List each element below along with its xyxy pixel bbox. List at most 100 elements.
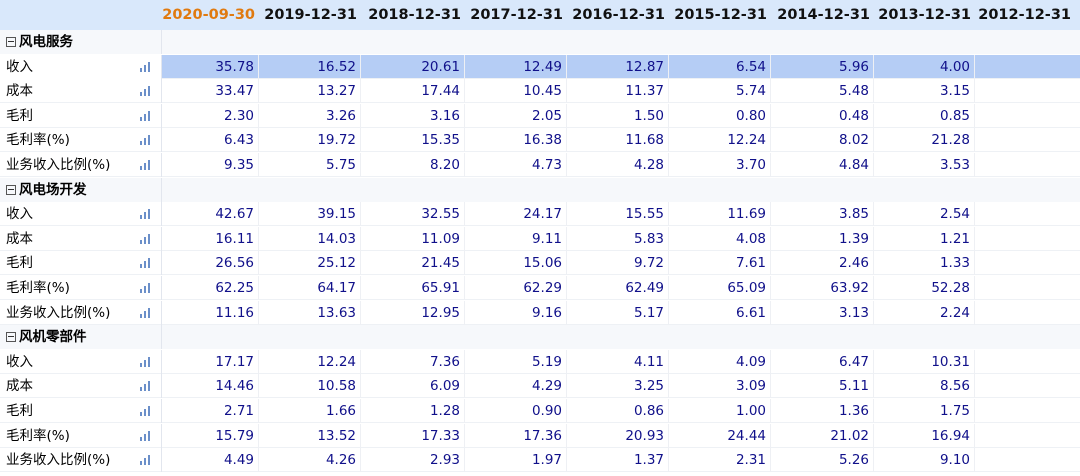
value-cell: 5.48 — [771, 79, 874, 104]
row-label: 毛利率(%) — [0, 128, 162, 153]
value-cell: 3.70 — [669, 153, 771, 177]
value-cell: 0.86 — [567, 399, 669, 423]
bar-chart-icon[interactable] — [140, 61, 151, 72]
value-cell: 4.84 — [771, 153, 874, 177]
table-row[interactable]: 成本 33.47 13.27 17.44 10.45 11.37 5.74 5.48 3.15 — [0, 79, 1080, 104]
table-row[interactable]: 毛利 2.71 1.66 1.28 0.90 0.86 1.00 1.36 1.75 — [0, 399, 1080, 423]
value-cell: 15.06 — [465, 251, 567, 276]
column-header-2015-12-31[interactable]: 2015-12-31 — [674, 7, 767, 23]
table-row[interactable]: 成本 16.11 14.03 11.09 9.11 5.83 4.08 1.39 1.21 — [0, 226, 1080, 251]
bar-chart-icon[interactable] — [140, 455, 151, 466]
value-cell: 16.38 — [465, 128, 567, 153]
value-cell: 24.17 — [465, 202, 567, 227]
value-cell: 11.69 — [669, 202, 771, 227]
column-header-2018-12-31[interactable]: 2018-12-31 — [368, 7, 461, 23]
value-cell: 9.35 — [162, 153, 259, 177]
value-cell: 3.25 — [567, 374, 669, 399]
value-cell: 21.28 — [874, 128, 975, 153]
value-cell: 12.87 — [567, 54, 669, 79]
value-cell: 2.54 — [874, 202, 975, 227]
bar-chart-icon[interactable] — [140, 381, 151, 392]
value-cell: 3.85 — [771, 202, 874, 227]
bar-chart-icon[interactable] — [140, 406, 151, 416]
value-cell: 16.11 — [162, 226, 259, 251]
row-label: 收入 — [0, 349, 162, 374]
bar-chart-icon[interactable] — [140, 209, 151, 220]
table-row[interactable]: 毛利率(%) 62.25 64.17 65.91 62.29 62.49 65.09 63.9… — [0, 276, 1080, 300]
value-cell: 4.49 — [162, 448, 259, 473]
value-cell: 5.74 — [669, 79, 771, 104]
value-cell: 10.31 — [874, 349, 975, 374]
table-row[interactable]: 业务收入比例(%) 9.35 5.75 8.20 4.73 4.28 3.70 4.84 3.5… — [0, 153, 1080, 177]
value-cell: 1.28 — [361, 399, 465, 423]
table-row[interactable]: 收入 42.67 39.15 32.55 24.17 15.55 11.69 3.85 2.54 — [0, 202, 1080, 227]
value-cell: 9.11 — [465, 226, 567, 251]
group-label[interactable]: 风机零部件 — [0, 325, 162, 350]
value-cell: 1.39 — [771, 226, 874, 251]
bar-chart-icon[interactable] — [140, 356, 151, 367]
group-label[interactable]: 风电服务 — [0, 30, 162, 54]
table-row[interactable]: 毛利率(%) 6.43 19.72 15.35 16.38 11.68 12.24 8.02 2… — [0, 128, 1080, 153]
row-label-text: 成本 — [6, 378, 33, 395]
value-cell: 17.17 — [162, 349, 259, 374]
column-header-2017-12-31[interactable]: 2017-12-31 — [470, 7, 563, 23]
collapse-toggle-icon[interactable] — [6, 37, 16, 47]
group-label[interactable]: 风电场开发 — [0, 177, 162, 202]
bar-chart-icon[interactable] — [140, 110, 151, 121]
value-cell: 5.19 — [465, 349, 567, 374]
bar-chart-icon[interactable] — [140, 430, 151, 441]
bar-chart-icon[interactable] — [140, 135, 151, 146]
value-cell: 15.79 — [162, 423, 259, 448]
value-cell: 7.61 — [669, 251, 771, 276]
bar-chart-icon[interactable] — [140, 160, 151, 170]
table-row[interactable]: 收入 35.78 16.52 20.61 12.49 12.87 6.54 5.96 4.00 — [0, 54, 1080, 79]
value-cell: 11.68 — [567, 128, 669, 153]
column-header-2016-12-31[interactable]: 2016-12-31 — [572, 7, 665, 23]
row-label-text: 成本 — [6, 230, 33, 247]
table-row[interactable]: 成本 14.46 10.58 6.09 4.29 3.25 3.09 5.11 8.56 — [0, 374, 1080, 399]
row-label-text: 毛利率(%) — [6, 132, 70, 149]
bar-chart-icon[interactable] — [140, 258, 151, 269]
value-cell: 5.17 — [567, 300, 669, 325]
value-cell: 8.20 — [361, 153, 465, 177]
column-header-2013-12-31[interactable]: 2013-12-31 — [878, 7, 971, 23]
value-cell: 2.31 — [669, 448, 771, 473]
bar-chart-icon[interactable] — [140, 307, 151, 318]
value-cell: 2.30 — [162, 103, 259, 128]
value-cell: 13.27 — [259, 79, 361, 104]
column-header-overflow[interactable]: 2 — [1075, 0, 1080, 30]
value-cell: 6.61 — [669, 300, 771, 325]
bar-chart-icon[interactable] — [140, 233, 151, 244]
value-cell: 6.09 — [361, 374, 465, 399]
value-cell: 32.55 — [361, 202, 465, 227]
bar-chart-icon[interactable] — [140, 86, 151, 97]
value-cell: 11.37 — [567, 79, 669, 104]
value-cell: 12.24 — [259, 349, 361, 374]
collapse-toggle-icon[interactable] — [6, 184, 16, 195]
value-cell: 20.93 — [567, 423, 669, 448]
group-name: 风电服务 — [19, 34, 73, 50]
row-label-text: 毛利 — [6, 107, 33, 124]
table-row[interactable]: 业务收入比例(%) 4.49 4.26 2.93 1.97 1.37 2.31 5.26 9.1… — [0, 448, 1080, 473]
value-cell: 8.02 — [771, 128, 874, 153]
table-row[interactable]: 业务收入比例(%) 11.16 13.63 12.95 9.16 5.17 6.61 3.13… — [0, 300, 1080, 325]
value-cell: 17.44 — [361, 79, 465, 104]
column-header-2012-12-31[interactable]: 2012-12-31 — [978, 7, 1071, 23]
value-cell: 3.15 — [874, 79, 975, 104]
table-row[interactable]: 毛利 26.56 25.12 21.45 15.06 9.72 7.61 2.46 1.33 — [0, 251, 1080, 276]
collapse-toggle-icon[interactable] — [6, 332, 16, 343]
column-header-2014-12-31[interactable]: 2014-12-31 — [777, 7, 870, 23]
table-row[interactable]: 毛利率(%) 15.79 13.52 17.33 17.36 20.93 24.44 21.0… — [0, 423, 1080, 448]
value-cell: 1.97 — [465, 448, 567, 473]
row-label: 成本 — [0, 79, 162, 104]
table-row[interactable]: 收入 17.17 12.24 7.36 5.19 4.11 4.09 6.47 10.31 — [0, 349, 1080, 374]
value-cell: 9.16 — [465, 300, 567, 325]
value-cell: 17.33 — [361, 423, 465, 448]
group-name: 风电场开发 — [19, 181, 87, 198]
value-cell: 14.03 — [259, 226, 361, 251]
column-header-2019-12-31[interactable]: 2019-12-31 — [264, 7, 357, 23]
column-header-2020-09-30[interactable]: 2020-09-30 — [162, 7, 255, 23]
table-row[interactable]: 毛利 2.30 3.26 3.16 2.05 1.50 0.80 0.48 0.85 — [0, 103, 1080, 128]
bar-chart-icon[interactable] — [140, 283, 151, 293]
